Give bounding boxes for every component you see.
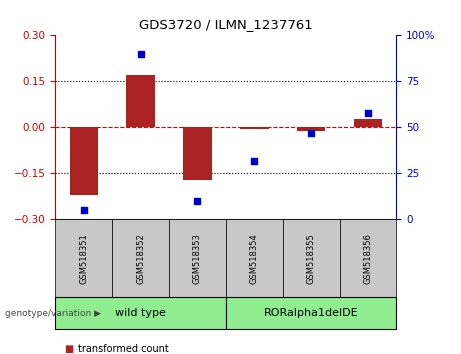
Text: RORalpha1delDE: RORalpha1delDE: [264, 308, 359, 318]
Point: [137, 51, 144, 57]
Bar: [70, 127, 98, 195]
Point: [80, 207, 88, 213]
Text: GSM518356: GSM518356: [364, 233, 372, 284]
Text: genotype/variation ▶: genotype/variation ▶: [5, 309, 100, 318]
Text: transformed count: transformed count: [78, 344, 169, 354]
Text: GSM518352: GSM518352: [136, 233, 145, 284]
Point: [364, 110, 372, 115]
Text: wild type: wild type: [115, 308, 166, 318]
Point: [307, 130, 315, 136]
Bar: [240, 127, 268, 129]
Bar: [183, 127, 212, 179]
Text: GSM518353: GSM518353: [193, 233, 202, 284]
Text: GSM518355: GSM518355: [307, 233, 316, 284]
Point: [251, 158, 258, 164]
Text: GSM518351: GSM518351: [79, 233, 88, 284]
Bar: [354, 119, 382, 127]
Bar: [126, 75, 155, 127]
Text: GSM518354: GSM518354: [250, 233, 259, 284]
Point: [194, 198, 201, 204]
Bar: [297, 127, 325, 131]
Title: GDS3720 / ILMN_1237761: GDS3720 / ILMN_1237761: [139, 18, 313, 32]
Text: ■: ■: [65, 344, 74, 354]
